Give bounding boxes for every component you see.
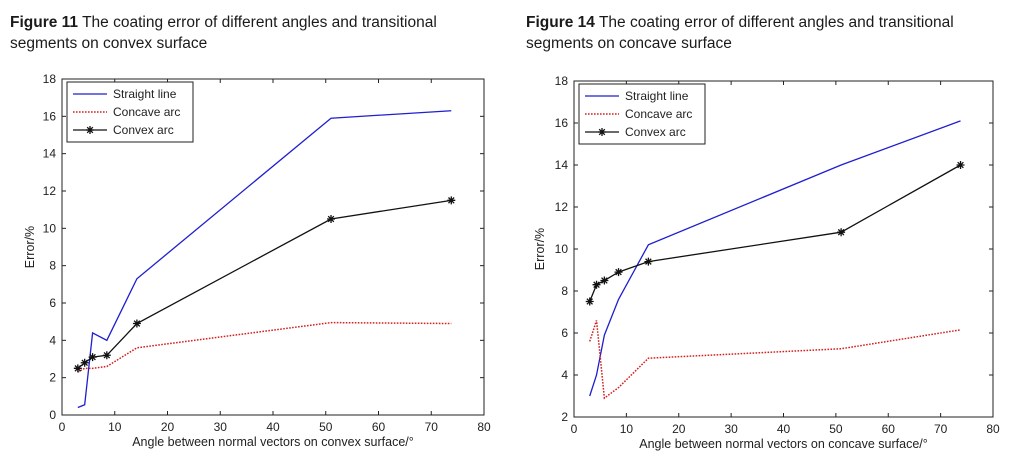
legend-label: Straight line <box>113 87 177 101</box>
y-axis-label: Error/% <box>533 228 547 270</box>
data-point-star <box>592 280 601 289</box>
data-point-star <box>80 358 89 367</box>
x-tick-label: 10 <box>108 420 122 434</box>
figure-14-caption: Figure 14 The coating error of different… <box>526 12 1016 54</box>
y-tick-label: 14 <box>43 147 57 161</box>
x-tick-label: 60 <box>372 420 386 434</box>
y-tick-label: 4 <box>561 368 568 382</box>
x-tick-label: 30 <box>214 420 228 434</box>
data-point-star <box>956 161 965 169</box>
legend-label: Convex arc <box>625 125 686 139</box>
x-tick-label: 20 <box>672 422 686 436</box>
x-tick-label: 20 <box>161 420 175 434</box>
figure-11-caption-text: The coating error of different angles an… <box>10 14 437 52</box>
legend-label: Convex arc <box>113 123 174 137</box>
x-axis-label: Angle between normal vectors on convex s… <box>132 435 414 449</box>
x-tick-label: 80 <box>477 420 491 434</box>
y-tick-label: 14 <box>555 158 569 172</box>
x-tick-label: 50 <box>319 420 333 434</box>
y-tick-label: 12 <box>555 200 569 214</box>
figure-14-caption-text: The coating error of different angles an… <box>526 14 954 52</box>
data-point-star <box>447 196 456 205</box>
y-tick-label: 16 <box>555 116 569 130</box>
legend-label: Concave arc <box>113 105 180 119</box>
x-tick-label: 10 <box>620 422 634 436</box>
series-line-straight-line <box>589 120 961 397</box>
data-point-star <box>102 351 111 360</box>
data-point-star <box>585 297 594 306</box>
y-tick-label: 0 <box>49 408 56 422</box>
x-tick-label: 30 <box>724 422 738 436</box>
series-line-concave-arc <box>77 321 452 373</box>
y-tick-label: 6 <box>49 296 56 310</box>
x-tick-label: 0 <box>571 422 578 436</box>
figure-11-chart: 0 10 20 30 40 50 60 70 80 0 2 4 6 8 10 12 14 16 18 Angle be… <box>23 72 491 449</box>
y-tick-label: 6 <box>561 326 568 340</box>
legend-label: Straight line <box>625 89 689 103</box>
figure-11-caption: Figure 11 The coating error of different… <box>10 12 500 54</box>
data-point-star <box>614 268 623 277</box>
x-axis-label: Angle between normal vectors on concave … <box>639 437 928 451</box>
x-tick-label: 40 <box>266 420 280 434</box>
y-tick-label: 8 <box>561 284 568 298</box>
x-tick-label: 60 <box>882 422 896 436</box>
y-tick-label: 2 <box>49 371 56 385</box>
series-line-straight-line <box>77 110 452 409</box>
legend-marker-star <box>598 128 606 136</box>
figure-14-label: Figure 14 <box>526 14 595 31</box>
series-line-concave-arc <box>588 320 961 400</box>
y-tick-label: 10 <box>555 242 569 256</box>
data-point-star <box>88 353 97 362</box>
data-point-star <box>132 319 141 328</box>
figure-11-panel: Figure 11 The coating error of different… <box>0 0 516 463</box>
data-point-star <box>644 257 653 266</box>
y-tick-label: 18 <box>43 72 57 86</box>
y-tick-label: 12 <box>43 184 57 198</box>
x-tick-label: 70 <box>934 422 948 436</box>
y-tick-label: 18 <box>555 74 569 88</box>
y-tick-label: 16 <box>43 109 57 123</box>
x-tick-label: 0 <box>59 420 66 434</box>
x-tick-label: 40 <box>777 422 791 436</box>
x-tick-label: 70 <box>425 420 439 434</box>
x-tick-label: 80 <box>986 422 1000 436</box>
y-tick-label: 2 <box>561 410 568 424</box>
y-tick-label: 8 <box>49 259 56 273</box>
data-point-star <box>600 276 609 285</box>
figure-14-panel: Figure 14 The coating error of different… <box>516 0 1032 463</box>
figure-11-label: Figure 11 <box>10 14 79 31</box>
legend-label: Concave arc <box>625 107 692 121</box>
y-tick-label: 10 <box>43 221 57 235</box>
data-point-star <box>837 228 846 237</box>
data-point-star <box>73 364 82 373</box>
x-tick-label: 50 <box>829 422 843 436</box>
y-axis-label: Error/% <box>23 226 37 268</box>
legend-marker-star <box>86 126 94 134</box>
y-tick-label: 4 <box>49 333 56 347</box>
data-point-star <box>327 215 336 223</box>
figure-14-chart: 0 10 20 30 40 50 60 70 80 2 4 6 8 10 12 14 16 18 Angle bet… <box>533 74 1000 451</box>
